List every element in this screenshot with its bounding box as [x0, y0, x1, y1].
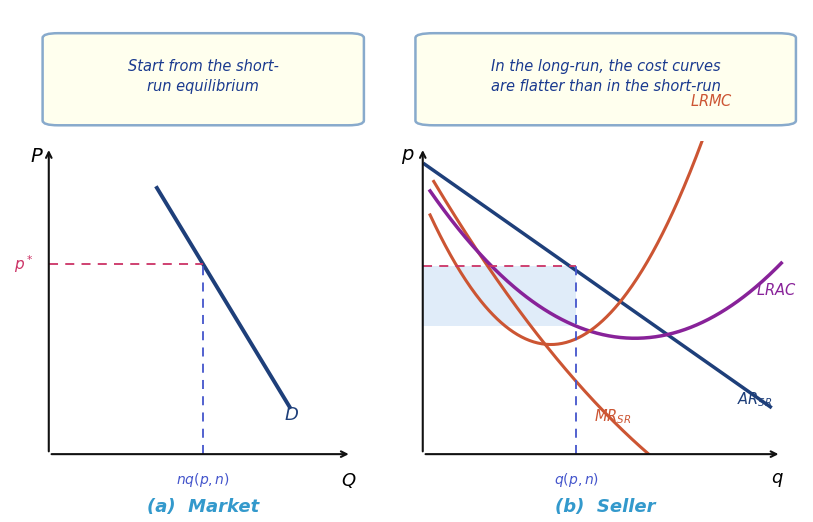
Text: $LRAC$: $LRAC$ — [756, 282, 796, 298]
Polygon shape — [423, 266, 576, 326]
FancyBboxPatch shape — [42, 33, 364, 125]
FancyBboxPatch shape — [415, 33, 796, 125]
Text: $P$: $P$ — [29, 147, 43, 166]
Text: $q$: $q$ — [772, 471, 784, 489]
Text: $D$: $D$ — [284, 406, 298, 424]
Text: $AR_{SR}$: $AR_{SR}$ — [737, 390, 773, 409]
Text: $p^*$: $p^*$ — [14, 254, 33, 275]
Text: (a)  Market: (a) Market — [147, 497, 259, 516]
Text: $Q$: $Q$ — [341, 471, 356, 490]
Text: $q(p,n)$: $q(p,n)$ — [554, 471, 599, 489]
Text: $LRMC$: $LRMC$ — [689, 93, 733, 109]
Text: $p$: $p$ — [402, 147, 415, 166]
Text: (b)  Seller: (b) Seller — [555, 497, 656, 516]
Text: $nq(p,n)$: $nq(p,n)$ — [176, 471, 230, 489]
Text: In the long-run, the cost curves
are flatter than in the short-run: In the long-run, the cost curves are fla… — [491, 59, 720, 94]
Text: Start from the short-
run equilibrium: Start from the short- run equilibrium — [128, 59, 279, 94]
Text: $MR_{SR}$: $MR_{SR}$ — [594, 407, 632, 426]
